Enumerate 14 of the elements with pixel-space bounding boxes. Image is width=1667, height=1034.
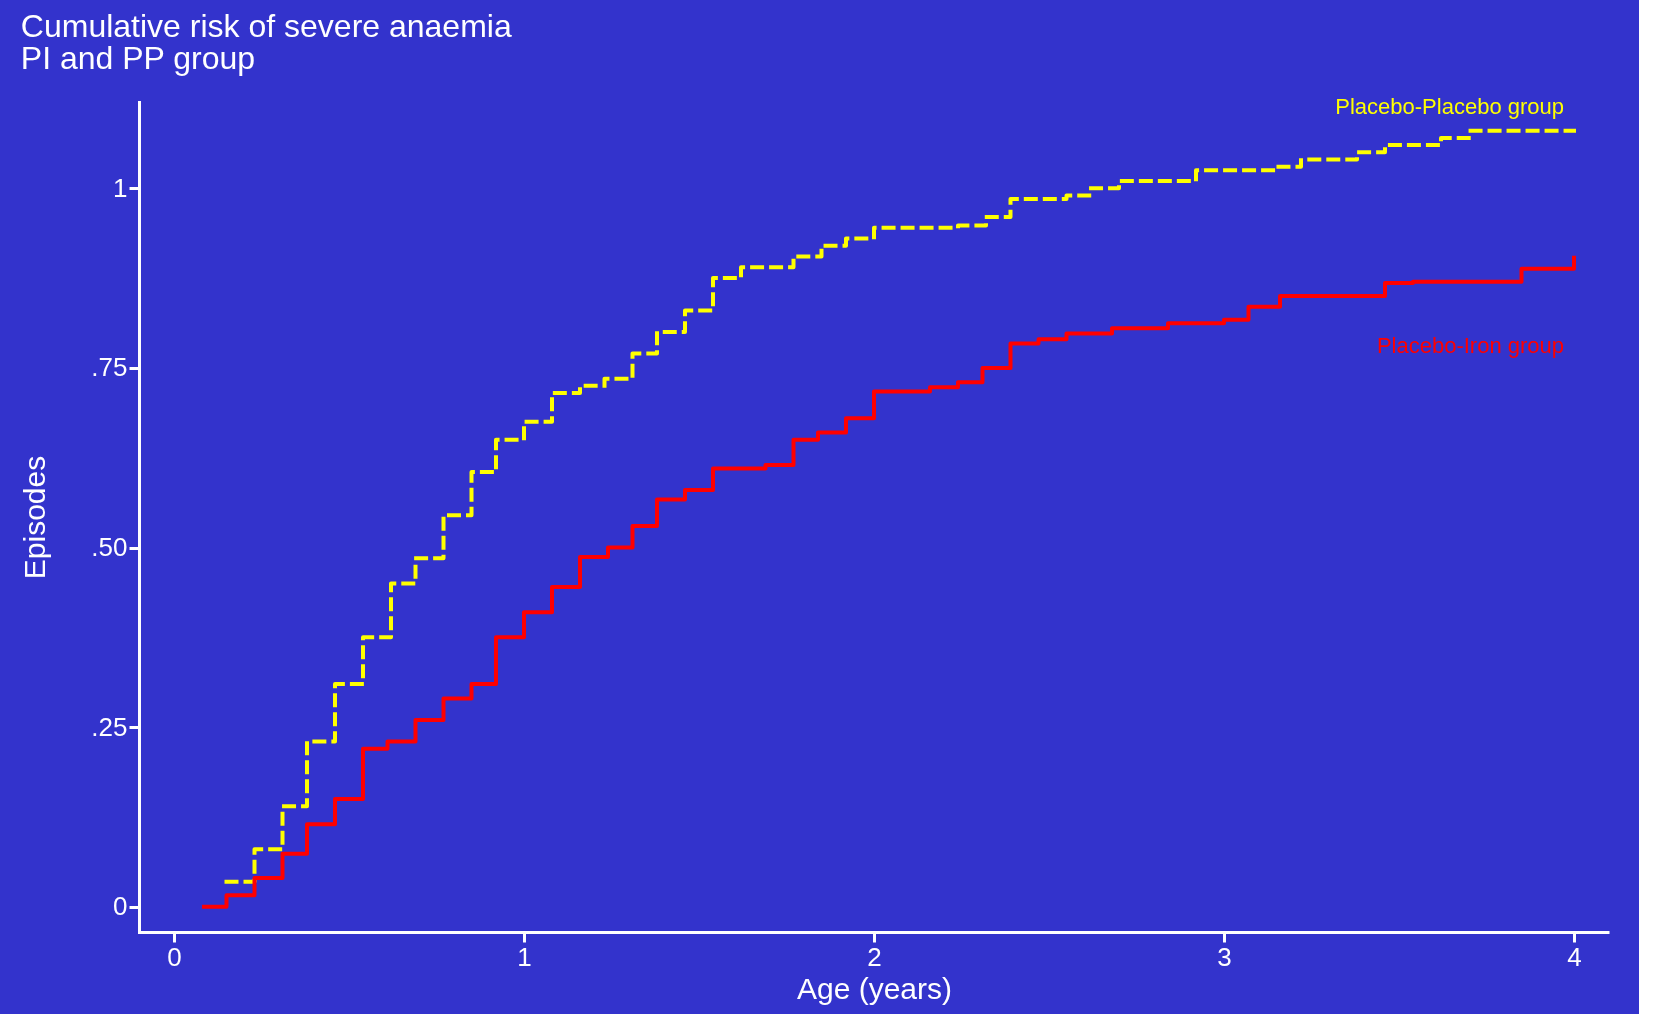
x-tick-label: 3	[1217, 941, 1232, 972]
y-axis-title: Episodes	[18, 455, 52, 580]
series-label: Placebo-Iron group	[1376, 332, 1564, 358]
y-tick-label: .25	[91, 711, 128, 742]
x-tick-label: 0	[167, 941, 182, 972]
y-tick-label: 0	[113, 891, 128, 922]
x-tick-label: 4	[1567, 941, 1582, 972]
y-tick-label: .75	[91, 352, 128, 383]
x-tick-label: 1	[517, 941, 532, 972]
y-tick-label: 1	[113, 172, 128, 203]
series-label: Placebo-Placebo group	[1335, 93, 1564, 119]
x-axis-title: Age (years)	[796, 971, 953, 1005]
y-tick-label: .50	[91, 532, 128, 563]
x-tick-label: 2	[867, 941, 882, 972]
